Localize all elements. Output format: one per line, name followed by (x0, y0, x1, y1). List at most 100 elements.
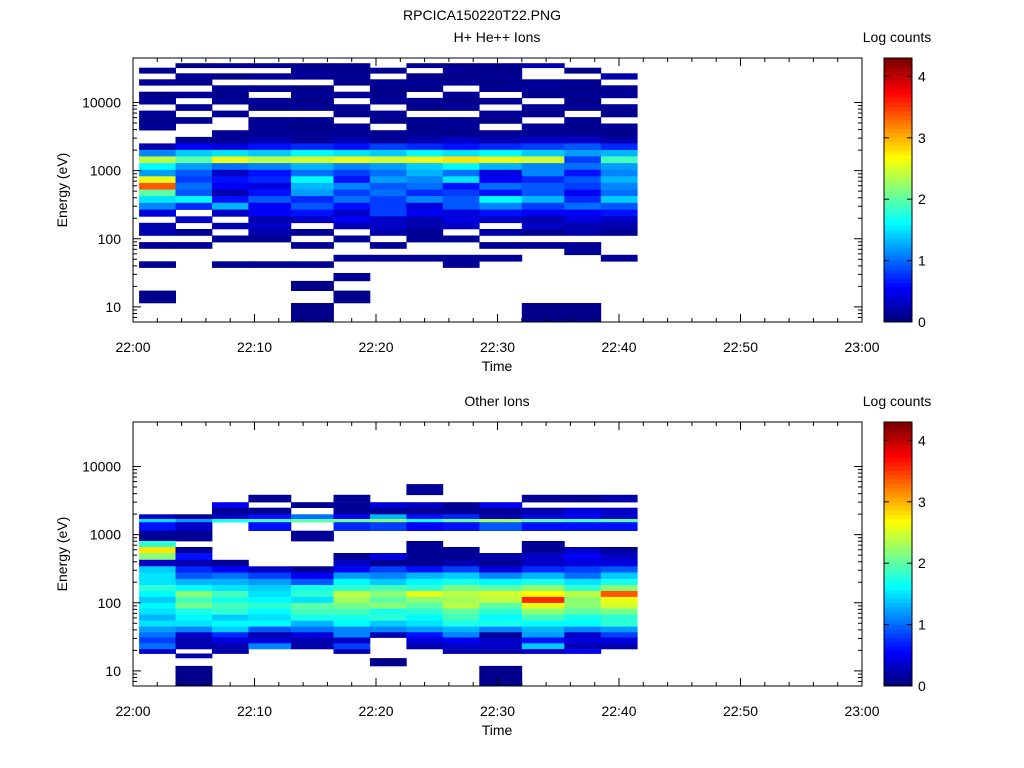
heatmap-cell (333, 196, 371, 203)
heatmap-cell (564, 136, 602, 144)
heatmap-cell (564, 209, 602, 217)
heatmap-cell (369, 559, 407, 567)
heatmap-cell (521, 63, 565, 69)
heatmap-cell (479, 608, 523, 615)
colorbar-segment (884, 71, 912, 77)
colorbar-segment (884, 598, 912, 603)
heatmap-cell (442, 608, 480, 615)
heatmap-cell (521, 196, 565, 203)
heatmap-cell (600, 85, 638, 92)
heatmap-cell (333, 578, 371, 586)
heatmap-cell (291, 620, 334, 627)
heatmap-cell (600, 156, 638, 164)
y-tick-label: 100 (98, 595, 122, 611)
heatmap-cell (442, 104, 480, 111)
colorbar-segment (884, 273, 912, 279)
heatmap-cell (406, 123, 444, 131)
heatmap-cell (139, 626, 176, 633)
heatmap-cell (175, 553, 213, 561)
heatmap-cell (369, 209, 407, 217)
x-tick-label: 22:10 (237, 339, 272, 355)
colorbar-segment (884, 168, 912, 173)
heatmap-cell (139, 242, 176, 249)
heatmap-cell (479, 202, 523, 210)
heatmap-cell (248, 117, 292, 124)
heatmap-cell (564, 312, 602, 323)
heatmap-cell (248, 614, 292, 621)
heatmap-cell (479, 578, 523, 586)
heatmap-cell (369, 578, 407, 586)
heatmap-cell (564, 79, 602, 86)
heatmap-cell (479, 130, 523, 138)
heatmap-cell (442, 149, 480, 157)
heatmap-cell (333, 67, 371, 74)
heatmap-cell (406, 229, 444, 236)
heatmap-cell (139, 189, 176, 197)
x-tick-label: 23:00 (844, 703, 879, 719)
heatmap-cell (212, 614, 249, 621)
heatmap-cell (291, 91, 334, 99)
heatmap-cell (291, 519, 334, 523)
heatmap-cell (369, 189, 407, 197)
heatmap-cell (139, 585, 176, 592)
heatmap-cell (442, 566, 480, 573)
heatmap-cell (333, 136, 371, 144)
heatmap-cell (406, 182, 444, 190)
colorbar-tick-label: 4 (918, 68, 926, 84)
figure-title: RPCICA150220T22.PNG (403, 7, 561, 23)
heatmap-cell (212, 519, 249, 523)
heatmap-cell (212, 163, 249, 171)
heatmap-cell (248, 596, 292, 604)
heatmap-cell (406, 637, 444, 644)
heatmap-cell (442, 559, 480, 567)
heatmap-cell (139, 559, 176, 567)
heatmap-cell (248, 261, 292, 268)
heatmap-cell (139, 578, 176, 586)
heatmap-cell (248, 209, 292, 217)
heatmap-cell (333, 79, 371, 86)
heatmap-cell (212, 222, 249, 230)
heatmap-cell (212, 602, 249, 609)
heatmap-cell (479, 169, 523, 177)
heatmap-cell (479, 63, 523, 69)
heatmap-cell (442, 130, 480, 138)
colorbar-segment (884, 422, 912, 427)
colorbar-segment (884, 681, 912, 687)
heatmap-cell (175, 156, 213, 164)
heatmap-cell (564, 626, 602, 633)
colorbar-segment (884, 216, 912, 222)
heatmap-cell (564, 156, 602, 164)
colorbar-segment (884, 492, 912, 498)
heatmap-cell (564, 169, 602, 177)
heatmap-cell (564, 522, 602, 531)
heatmap-cell (291, 614, 334, 621)
heatmap-cell (442, 578, 480, 586)
heatmap-cell (442, 176, 480, 184)
heatmap-cell (564, 608, 602, 615)
colorbar-segment (884, 295, 912, 301)
heatmap-cell (212, 91, 249, 99)
colorbar-segment (884, 444, 912, 449)
heatmap-cell (479, 117, 523, 124)
colorbar-segment (884, 593, 912, 599)
heatmap-cell (564, 494, 602, 503)
heatmap-cell (175, 196, 213, 203)
heatmap-cell (175, 620, 213, 627)
colorbar-segment (884, 291, 912, 297)
heatmap-cell (333, 273, 371, 282)
heatmap-cell (291, 590, 334, 598)
heatmap-cell (600, 91, 638, 99)
heatmap-cell (442, 163, 480, 171)
heatmap-cell (175, 182, 213, 190)
heatmap-cell (291, 585, 334, 592)
heatmap-cell (406, 130, 444, 138)
colorbar-segment (884, 606, 912, 612)
heatmap-cell (291, 530, 334, 542)
heatmap-cell (406, 507, 444, 515)
heatmap-cell (248, 519, 292, 523)
heatmap-cell (442, 632, 480, 638)
colorbar-segment (884, 66, 912, 72)
x-tick-label: 22:30 (480, 339, 515, 355)
colorbar-segment (884, 439, 912, 445)
colorbar-segment (884, 97, 912, 103)
